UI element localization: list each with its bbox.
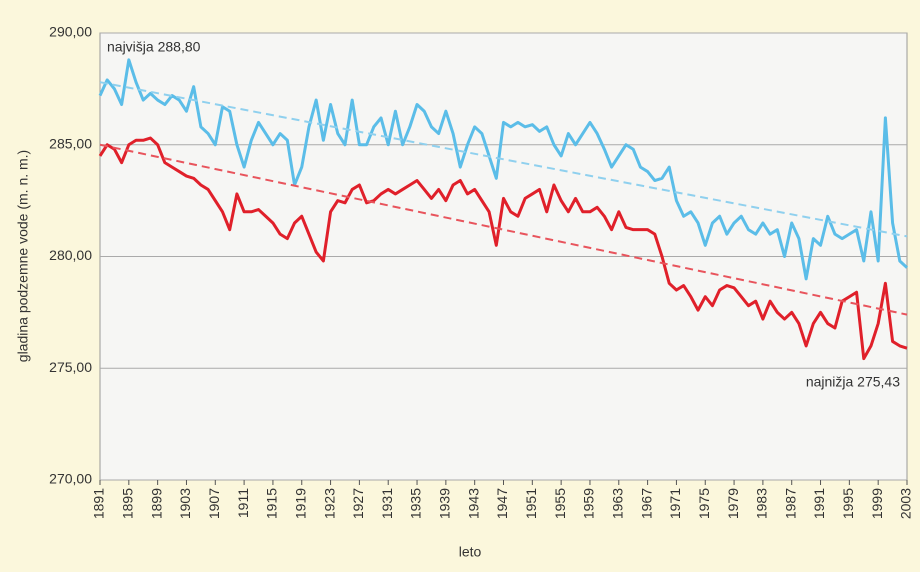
x-tick-label: 1935	[408, 488, 424, 519]
trend-line	[99, 143, 908, 316]
y-tick-label: 280,00	[49, 247, 92, 263]
x-tick-label: 1987	[782, 488, 798, 519]
x-axis-label: leto	[459, 544, 482, 560]
y-axis-label: gladina podzemne vode (m. n. m.)	[15, 150, 31, 362]
x-tick-label: 1919	[292, 488, 308, 519]
x-tick-label: 1899	[148, 488, 164, 519]
trend-line	[99, 81, 908, 238]
x-tick-label: 1923	[321, 488, 337, 519]
x-tick-label: 1891	[91, 488, 107, 519]
annotation: najnižja 275,43	[806, 374, 900, 390]
y-tick-label: 285,00	[49, 135, 92, 151]
x-tick-label: 1967	[638, 488, 654, 519]
x-tick-label: 1931	[379, 488, 395, 519]
x-tick-label: 1911	[235, 488, 251, 518]
x-tick-label: 1995	[840, 488, 856, 519]
x-tick-label: 1959	[581, 488, 597, 519]
x-tick-label: 1915	[264, 488, 280, 519]
x-tick-label: 1903	[177, 488, 193, 519]
annotation: najvišja 288,80	[107, 39, 201, 55]
y-tick-label: 270,00	[49, 471, 92, 487]
x-tick-label: 1951	[523, 488, 539, 519]
series-line	[98, 136, 908, 361]
x-tick-label: 1983	[754, 488, 770, 519]
series-line	[98, 58, 909, 281]
x-tick-label: 1999	[869, 488, 885, 519]
x-tick-label: 1907	[206, 488, 222, 519]
x-tick-label: 1939	[437, 488, 453, 519]
x-tick-label: 1979	[725, 488, 741, 519]
y-tick-label: 290,00	[49, 24, 92, 40]
x-tick-label: 1895	[120, 488, 136, 519]
x-tick-label: 1971	[667, 488, 683, 519]
x-tick-label: 1947	[494, 488, 510, 519]
x-tick-label: 1963	[609, 488, 625, 519]
x-tick-label: 2003	[898, 488, 914, 519]
x-tick-label: 1943	[465, 488, 481, 519]
x-tick-label: 1955	[552, 488, 568, 519]
x-tick-label: 1927	[350, 488, 366, 519]
x-tick-label: 1975	[696, 488, 712, 519]
x-tick-label: 1991	[811, 488, 827, 519]
y-tick-label: 275,00	[49, 359, 92, 375]
